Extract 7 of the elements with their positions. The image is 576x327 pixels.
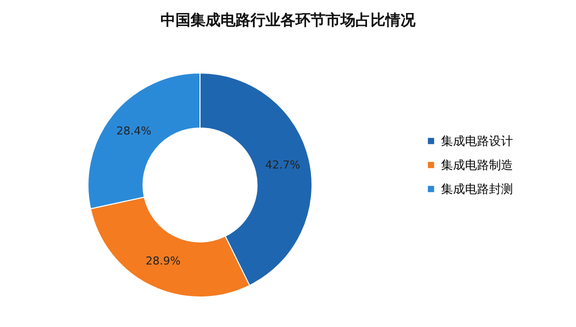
legend-label: 集成电路设计 [441,134,513,148]
data-label: 28.9% [146,254,181,268]
legend-label: 集成电路封测 [441,182,513,196]
chart-title: 中国集成电路行业各环节市场占比情况 [160,11,416,29]
legend-label: 集成电路制造 [441,158,513,172]
data-label: 42.7% [265,158,300,172]
data-label: 28.4% [116,124,152,138]
